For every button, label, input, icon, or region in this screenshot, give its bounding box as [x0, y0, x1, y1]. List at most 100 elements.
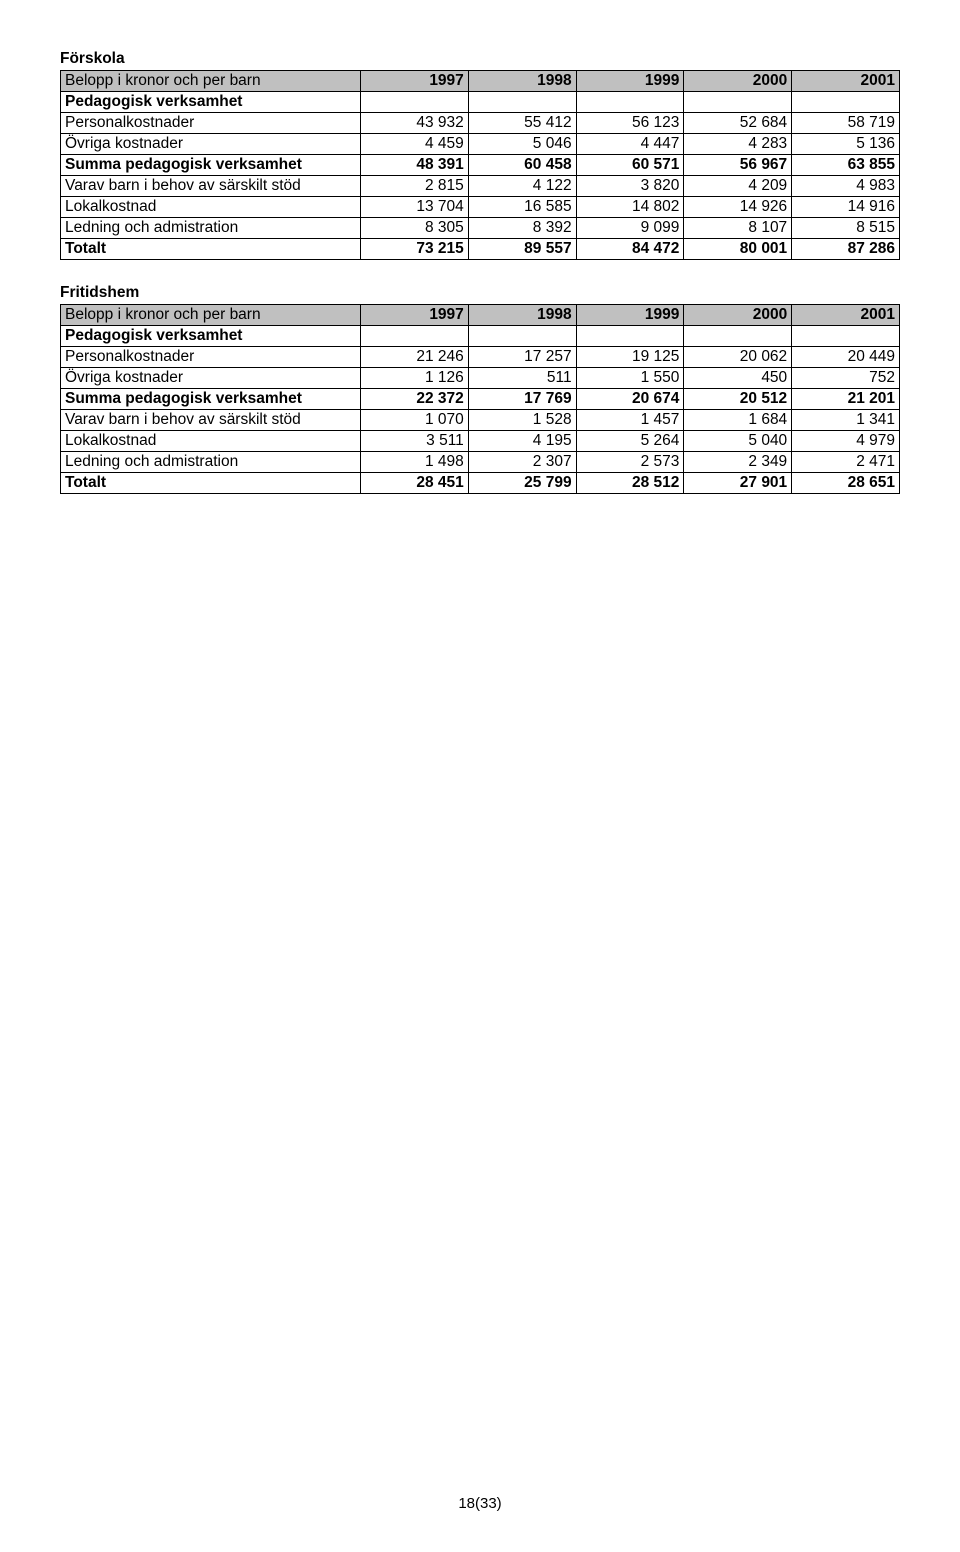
row-value: 2 573: [576, 452, 684, 473]
row-value: 1 070: [361, 410, 469, 431]
row-value: [684, 92, 792, 113]
row-label: Övriga kostnader: [61, 134, 361, 155]
row-value: 20 512: [684, 389, 792, 410]
header-year: 2000: [684, 71, 792, 92]
row-value: 14 916: [792, 197, 900, 218]
row-value: 48 391: [361, 155, 469, 176]
header-year: 2000: [684, 305, 792, 326]
row-label: Lokalkostnad: [61, 431, 361, 452]
row-value: 28 651: [792, 473, 900, 494]
row-value: 4 447: [576, 134, 684, 155]
row-value: 63 855: [792, 155, 900, 176]
row-value: 1 126: [361, 368, 469, 389]
row-label: Pedagogisk verksamhet: [61, 92, 361, 113]
table-row: Personalkostnader21 24617 25719 12520 06…: [61, 347, 900, 368]
data-table: Belopp i kronor och per barn199719981999…: [60, 70, 900, 260]
row-value: 17 769: [468, 389, 576, 410]
header-year: 2001: [792, 71, 900, 92]
row-value: 2 471: [792, 452, 900, 473]
row-value: 2 307: [468, 452, 576, 473]
row-value: 8 515: [792, 218, 900, 239]
row-label: Varav barn i behov av särskilt stöd: [61, 410, 361, 431]
table-row: Ledning och admistration1 4982 3072 5732…: [61, 452, 900, 473]
row-value: 19 125: [576, 347, 684, 368]
row-value: 4 459: [361, 134, 469, 155]
row-value: 5 136: [792, 134, 900, 155]
table-row: Övriga kostnader1 1265111 550450752: [61, 368, 900, 389]
table-row: Lokalkostnad13 70416 58514 80214 92614 9…: [61, 197, 900, 218]
row-value: 3 511: [361, 431, 469, 452]
row-value: 27 901: [684, 473, 792, 494]
row-label: Lokalkostnad: [61, 197, 361, 218]
table-row: Varav barn i behov av särskilt stöd1 070…: [61, 410, 900, 431]
row-value: 2 815: [361, 176, 469, 197]
table-row: Totalt28 45125 79928 51227 90128 651: [61, 473, 900, 494]
row-value: 73 215: [361, 239, 469, 260]
row-value: 8 305: [361, 218, 469, 239]
table-header-row: Belopp i kronor och per barn199719981999…: [61, 71, 900, 92]
row-value: 28 512: [576, 473, 684, 494]
row-value: [576, 326, 684, 347]
table-title: Förskola: [60, 50, 900, 68]
row-value: 3 820: [576, 176, 684, 197]
table-row: Summa pedagogisk verksamhet48 39160 4586…: [61, 155, 900, 176]
row-value: 1 550: [576, 368, 684, 389]
row-label: Summa pedagogisk verksamhet: [61, 389, 361, 410]
row-value: [361, 326, 469, 347]
header-year: 2001: [792, 305, 900, 326]
row-value: 4 979: [792, 431, 900, 452]
row-value: 56 967: [684, 155, 792, 176]
row-value: [684, 326, 792, 347]
row-value: 58 719: [792, 113, 900, 134]
row-value: 5 264: [576, 431, 684, 452]
table-row: Totalt73 21589 55784 47280 00187 286: [61, 239, 900, 260]
row-value: [792, 92, 900, 113]
row-value: 1 684: [684, 410, 792, 431]
row-value: 14 926: [684, 197, 792, 218]
row-value: 55 412: [468, 113, 576, 134]
row-value: 80 001: [684, 239, 792, 260]
row-value: 60 571: [576, 155, 684, 176]
table-header-row: Belopp i kronor och per barn199719981999…: [61, 305, 900, 326]
row-value: 21 201: [792, 389, 900, 410]
row-value: 1 528: [468, 410, 576, 431]
row-value: 752: [792, 368, 900, 389]
row-value: 1 498: [361, 452, 469, 473]
row-label: Varav barn i behov av särskilt stöd: [61, 176, 361, 197]
row-label: Personalkostnader: [61, 347, 361, 368]
row-value: 60 458: [468, 155, 576, 176]
row-value: [361, 92, 469, 113]
row-value: 16 585: [468, 197, 576, 218]
row-value: 4 283: [684, 134, 792, 155]
row-value: 8 107: [684, 218, 792, 239]
row-label: Övriga kostnader: [61, 368, 361, 389]
table-row: Ledning och admistration8 3058 3929 0998…: [61, 218, 900, 239]
row-label: Summa pedagogisk verksamhet: [61, 155, 361, 176]
header-year: 1999: [576, 71, 684, 92]
row-value: 89 557: [468, 239, 576, 260]
data-table: Belopp i kronor och per barn199719981999…: [60, 304, 900, 494]
row-value: 511: [468, 368, 576, 389]
row-value: [468, 326, 576, 347]
table-row: Övriga kostnader4 4595 0464 4474 2835 13…: [61, 134, 900, 155]
row-label: Personalkostnader: [61, 113, 361, 134]
table-row: Pedagogisk verksamhet: [61, 326, 900, 347]
table-row: Summa pedagogisk verksamhet22 37217 7692…: [61, 389, 900, 410]
row-label: Totalt: [61, 239, 361, 260]
row-value: 2 349: [684, 452, 792, 473]
row-value: 4 195: [468, 431, 576, 452]
header-year: 1997: [361, 71, 469, 92]
row-value: [576, 92, 684, 113]
row-value: 4 983: [792, 176, 900, 197]
row-value: 8 392: [468, 218, 576, 239]
row-label: Pedagogisk verksamhet: [61, 326, 361, 347]
row-label: Ledning och admistration: [61, 218, 361, 239]
table-row: Personalkostnader43 93255 41256 12352 68…: [61, 113, 900, 134]
row-value: 17 257: [468, 347, 576, 368]
header-year: 1998: [468, 305, 576, 326]
row-value: 450: [684, 368, 792, 389]
row-value: 13 704: [361, 197, 469, 218]
table-row: Pedagogisk verksamhet: [61, 92, 900, 113]
table-spacer: [60, 260, 900, 284]
table-title: Fritidshem: [60, 284, 900, 302]
